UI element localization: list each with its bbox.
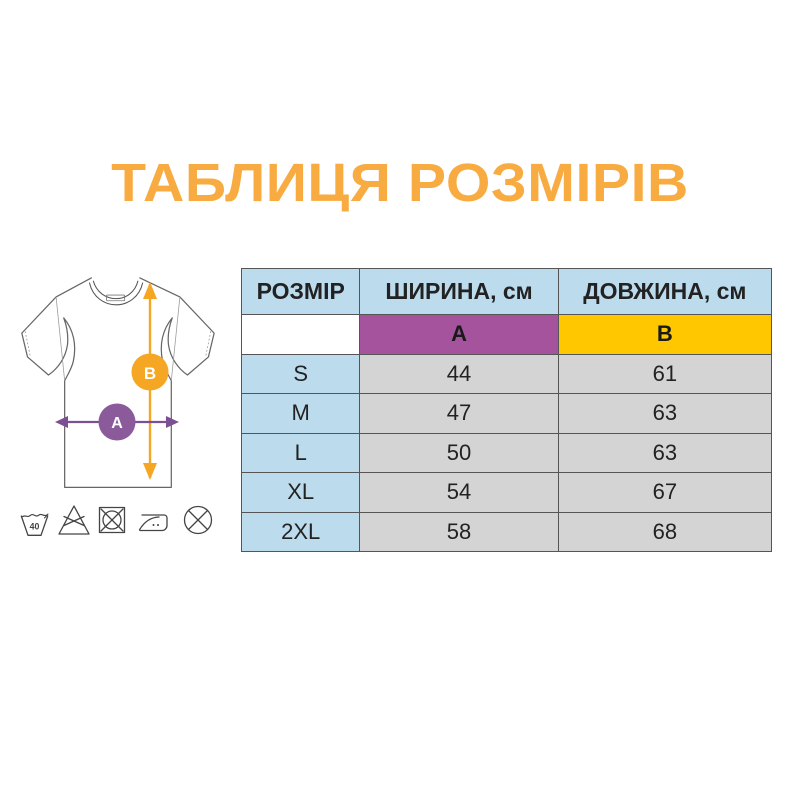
svg-text:40: 40 xyxy=(30,522,40,532)
svg-text:A: A xyxy=(111,415,123,432)
svg-text:B: B xyxy=(144,364,156,383)
